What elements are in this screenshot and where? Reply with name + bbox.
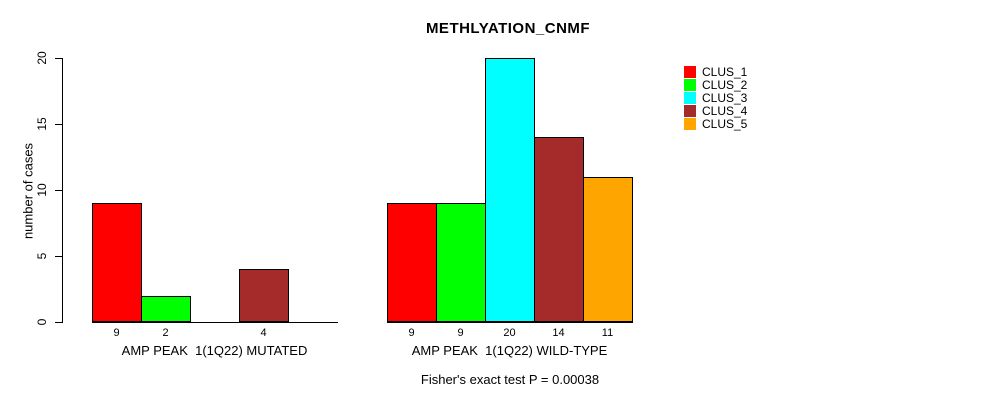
y-axis-tick-label: 5 bbox=[35, 252, 49, 260]
y-axis-tick bbox=[55, 58, 62, 59]
legend-label-clus-2: CLUS_2 bbox=[702, 78, 748, 92]
y-axis-tick-label: 20 bbox=[35, 51, 49, 65]
legend-label-clus-5: CLUS_5 bbox=[702, 117, 748, 131]
y-axis-tick-label: 10 bbox=[35, 183, 49, 197]
bar-clus-1-group-2 bbox=[387, 203, 437, 322]
legend-swatch-clus-4 bbox=[684, 105, 696, 117]
legend-swatch-clus-5 bbox=[684, 118, 696, 130]
bar-value-label: 9 bbox=[408, 327, 415, 339]
y-axis-tick-label: 0 bbox=[35, 318, 49, 326]
x-axis-line bbox=[387, 322, 633, 323]
y-axis-tick-label: 15 bbox=[35, 117, 49, 131]
legend-label-clus-4: CLUS_4 bbox=[702, 104, 748, 118]
y-axis-tick bbox=[55, 190, 62, 191]
legend-swatch-clus-2 bbox=[684, 79, 696, 91]
legend-label-clus-3: CLUS_3 bbox=[702, 91, 748, 105]
legend-swatch-clus-3 bbox=[684, 92, 696, 104]
bar-value-label: 9 bbox=[457, 327, 464, 339]
y-axis-tick bbox=[55, 322, 62, 323]
bar-value-label: 2 bbox=[162, 327, 169, 339]
bar-clus-2-group-2 bbox=[436, 203, 486, 322]
bar-clus-4-group-1 bbox=[239, 269, 289, 322]
bar-clus-2-group-1 bbox=[141, 296, 191, 322]
bar-value-label: 20 bbox=[503, 327, 516, 339]
bar-value-label: 11 bbox=[601, 327, 614, 339]
bar-clus-1-group-1 bbox=[92, 203, 142, 322]
y-axis-tick bbox=[55, 124, 62, 125]
bar-value-label: 4 bbox=[260, 327, 267, 339]
legend-swatch-clus-1 bbox=[684, 66, 696, 78]
y-axis-line bbox=[62, 58, 63, 323]
bar-value-label: 9 bbox=[113, 327, 120, 339]
category-label: AMP PEAK 1(1Q22) WILD-TYPE bbox=[411, 343, 608, 358]
x-axis-line bbox=[92, 322, 338, 323]
bar-clus-4-group-2 bbox=[534, 137, 584, 322]
category-label: AMP PEAK 1(1Q22) MUTATED bbox=[121, 343, 308, 358]
bar-clus-5-group-2 bbox=[583, 177, 633, 322]
chart-title: METHLYATION_CNMF bbox=[425, 20, 591, 37]
y-axis-tick bbox=[55, 256, 62, 257]
y-axis-title: number of cases bbox=[20, 142, 36, 240]
legend-label-clus-1: CLUS_1 bbox=[702, 65, 748, 79]
bar-clus-3-group-2 bbox=[485, 58, 535, 322]
bar-value-label: 14 bbox=[552, 327, 565, 339]
footnote-text: Fisher's exact test P = 0.00038 bbox=[420, 372, 600, 387]
